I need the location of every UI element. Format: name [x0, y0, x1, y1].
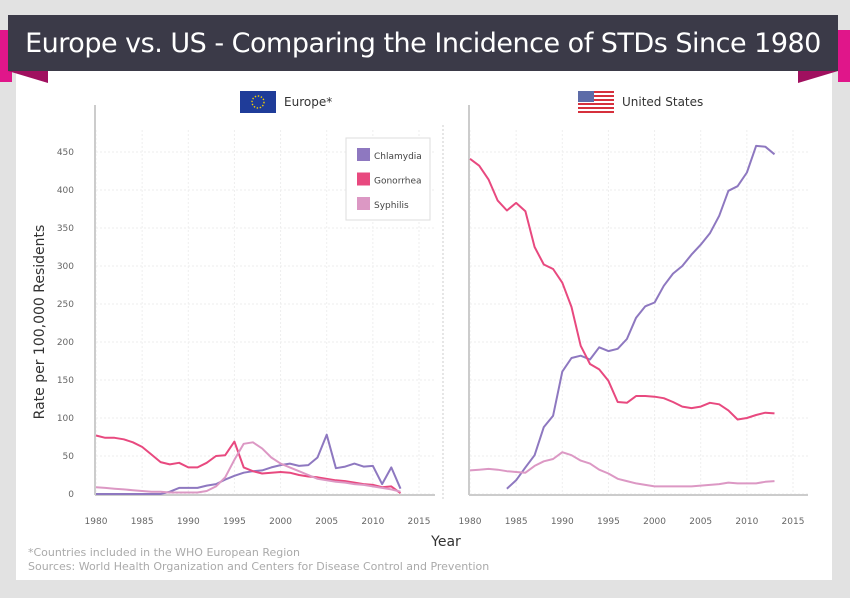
legend-swatch-gonorrhea	[357, 172, 370, 186]
x-tick-label: 1985	[131, 517, 154, 527]
x-tick-label: 2005	[689, 517, 712, 527]
panel-title-text: United States	[622, 95, 704, 109]
y-tick-label: 350	[57, 224, 74, 234]
series-line-gonorrhea	[469, 158, 775, 421]
series-line-syphilis	[95, 441, 401, 494]
x-tick-label: 2000	[643, 517, 666, 527]
series-line-chlamydia	[96, 433, 402, 495]
x-tick-label: 2010	[361, 517, 384, 527]
us-flag-icon	[578, 91, 614, 113]
y-tick-label: 100	[57, 414, 74, 424]
y-tick-label: 400	[57, 186, 74, 196]
legend-label-gonorrhea: Gonorrhea	[374, 177, 422, 187]
y-tick-label: 200	[57, 338, 74, 348]
series-line-syphilis	[469, 451, 775, 488]
x-tick-label: 1985	[505, 517, 528, 527]
y-tick-label: 0	[68, 490, 74, 500]
ribbon-fold	[8, 71, 48, 83]
x-tick-label: 2010	[735, 517, 758, 527]
ribbon-fold	[798, 71, 838, 83]
series-line-gonorrhea	[95, 434, 402, 495]
y-tick-label: 450	[57, 148, 74, 158]
x-tick-label: 2005	[315, 517, 338, 527]
eu-flag-icon	[240, 91, 276, 113]
footnote-sources: Sources: World Health Organization and C…	[28, 560, 490, 573]
panel-title-europe: Europe*	[240, 91, 332, 113]
x-tick-label: 1980	[85, 517, 108, 527]
panel-title-us: United States	[578, 91, 703, 113]
panel-title-text: Europe*	[284, 95, 333, 109]
legend-swatch-syphilis	[357, 197, 370, 210]
x-tick-label: 2015	[782, 517, 805, 527]
legend-swatch-chlamydia	[357, 148, 370, 161]
x-tick-label: 1995	[223, 517, 246, 527]
y-tick-label: 50	[63, 452, 75, 462]
x-tick-label: 2000	[269, 517, 292, 527]
series-line-chlamydia	[506, 144, 776, 490]
y-tick-label: 150	[57, 376, 74, 386]
x-axis-title: Year	[430, 534, 461, 550]
legend-label-chlamydia: Chlamydia	[374, 152, 422, 162]
x-tick-label: 2015	[408, 517, 431, 527]
x-tick-label: 1995	[597, 517, 620, 527]
ribbon-right	[838, 30, 850, 82]
y-axis-title: Rate per 100,000 Residents	[32, 225, 48, 420]
footnote-countries: *Countries included in the WHO European …	[28, 546, 300, 559]
y-tick-label: 300	[57, 262, 74, 272]
legend-label-syphilis: Syphilis	[374, 201, 409, 211]
x-tick-label: 1980	[459, 517, 482, 527]
x-tick-label: 1990	[177, 517, 200, 527]
page-title: Europe vs. US - Comparing the Incidence …	[8, 15, 838, 71]
y-tick-label: 250	[57, 300, 74, 310]
x-tick-label: 1990	[551, 517, 574, 527]
